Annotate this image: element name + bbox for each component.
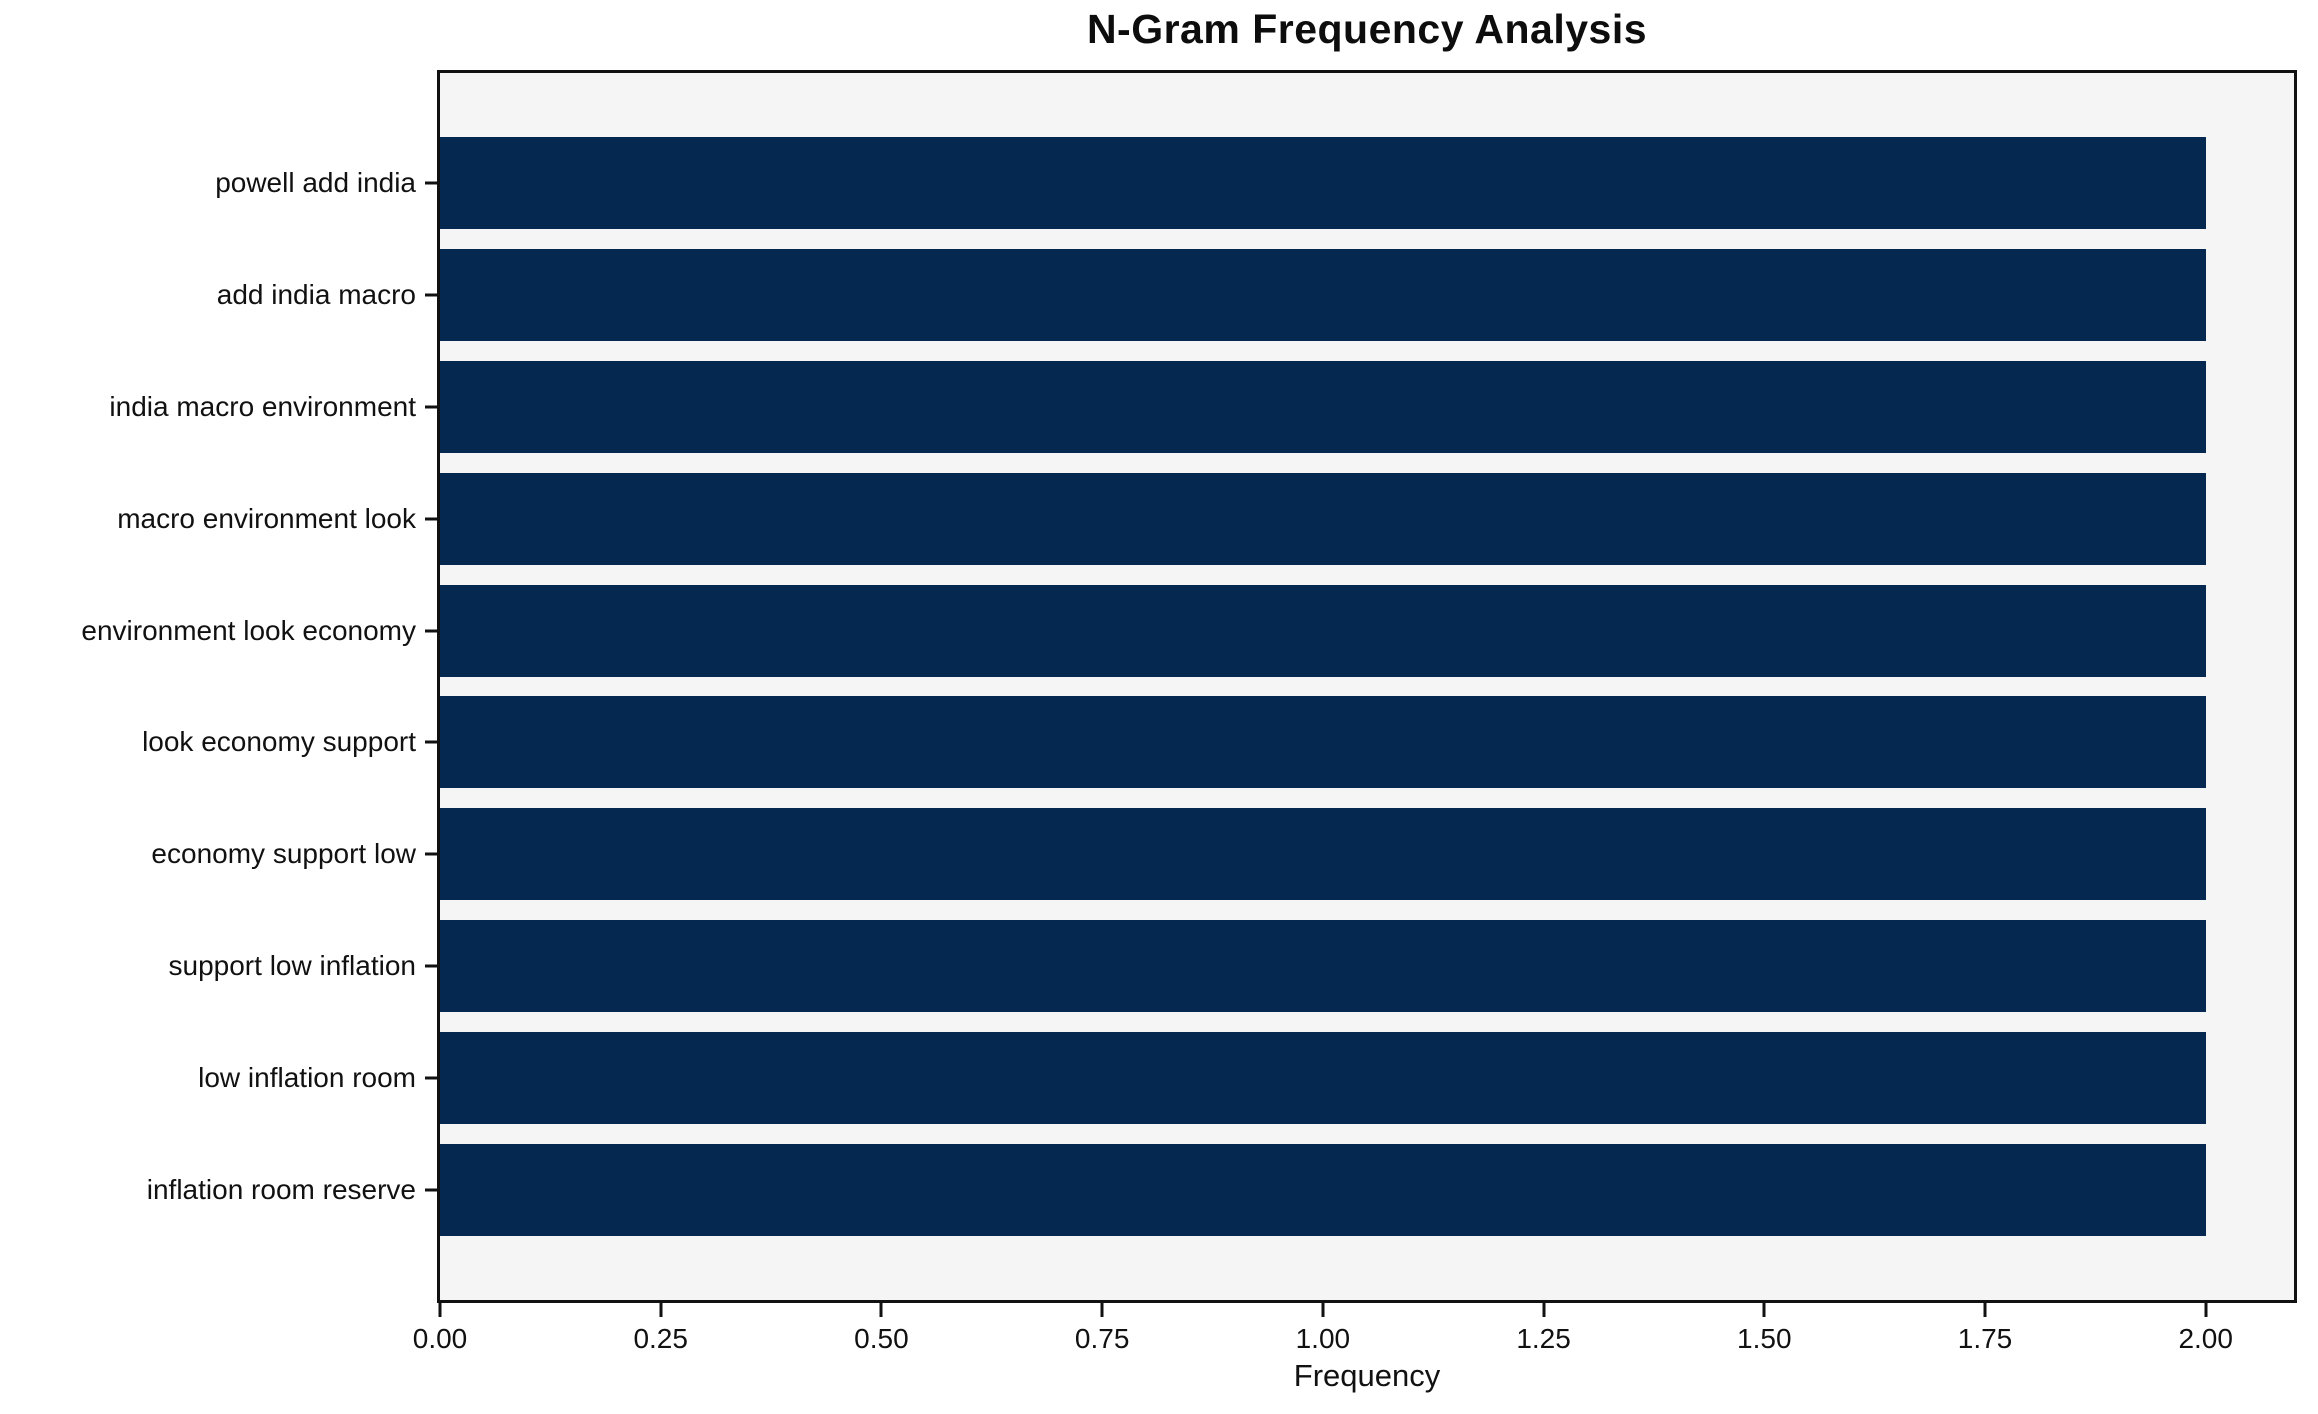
x-axis: 0.00 0.25 0.50 0.75 1.00 1.25 1.50 1.75 2.00 <box>413 1303 2294 1413</box>
frequency-bar <box>440 920 2206 1013</box>
x-tick-label: 2.00 <box>2178 1323 2233 1354</box>
y-tick-label: economy support low <box>151 838 416 870</box>
bar-row: add india macro <box>217 239 2294 351</box>
frequency-bar <box>440 584 2206 677</box>
x-tick <box>438 1303 442 1317</box>
x-tick <box>1542 1303 1546 1317</box>
x-tick-label: 0.50 <box>854 1323 909 1354</box>
y-tick-label: environment look economy <box>81 614 416 646</box>
bar-row: low inflation room <box>198 1022 2294 1134</box>
frequency-bar <box>440 1032 2206 1125</box>
x-tick-label: 1.00 <box>1295 1323 1351 1354</box>
frequency-bar <box>440 360 2206 453</box>
bar-row: economy support low <box>151 798 2294 910</box>
y-tick-label: low inflation room <box>198 1062 416 1094</box>
y-tick <box>425 740 437 744</box>
plot-area: powell add india add india macro india mac… <box>81 70 2297 1303</box>
y-tick <box>425 852 437 856</box>
frequency-bar <box>440 696 2206 789</box>
x-tick <box>1321 1303 1325 1317</box>
bar-row: environment look economy <box>81 575 2294 687</box>
x-tick <box>1100 1303 1104 1317</box>
x-tick-label: 1.25 <box>1516 1323 1571 1354</box>
y-tick-label: look economy support <box>142 726 416 758</box>
y-tick <box>425 181 437 185</box>
y-tick-label: powell add india <box>215 166 416 198</box>
frequency-bar <box>440 248 2206 341</box>
y-tick <box>425 964 437 968</box>
x-tick <box>1983 1303 1987 1317</box>
x-tick-label: 0.00 <box>412 1323 468 1354</box>
bar-row: inflation room reserve <box>147 1134 2294 1246</box>
x-axis-label: Frequency <box>1293 1358 1441 1393</box>
y-tick-label: add india macro <box>216 278 416 310</box>
bar-row: support low inflation <box>169 910 2294 1022</box>
x-tick-label: 0.25 <box>633 1323 688 1354</box>
y-tick-label: inflation room reserve <box>146 1174 416 1206</box>
y-tick <box>425 405 437 409</box>
x-tick <box>879 1303 883 1317</box>
frequency-bar <box>440 808 2206 901</box>
y-tick <box>425 517 437 521</box>
x-tick <box>1762 1303 1766 1317</box>
y-tick <box>425 629 437 633</box>
frequency-bar <box>440 1144 2206 1237</box>
chart-title: N-Gram Frequency Analysis <box>1086 6 1648 52</box>
bar-row: look economy support <box>142 687 2294 799</box>
bar-row: powell add india <box>215 127 2294 239</box>
y-tick-label: india macro environment <box>109 390 416 422</box>
x-tick-label: 1.50 <box>1737 1323 1792 1354</box>
bar-row: india macro environment <box>109 351 2294 463</box>
x-tick-label: 0.75 <box>1074 1323 1130 1354</box>
y-tick-label: support low inflation <box>168 950 416 982</box>
bar-row: macro environment look <box>117 463 2294 575</box>
x-tick <box>2204 1303 2208 1317</box>
frequency-bar <box>440 136 2206 229</box>
y-tick <box>425 293 437 297</box>
y-tick-label: macro environment look <box>117 502 416 534</box>
x-tick <box>659 1303 663 1317</box>
y-tick <box>425 1076 437 1080</box>
y-tick <box>425 1188 437 1192</box>
frequency-bar <box>440 472 2206 565</box>
x-tick-label: 1.75 <box>1957 1323 2013 1354</box>
